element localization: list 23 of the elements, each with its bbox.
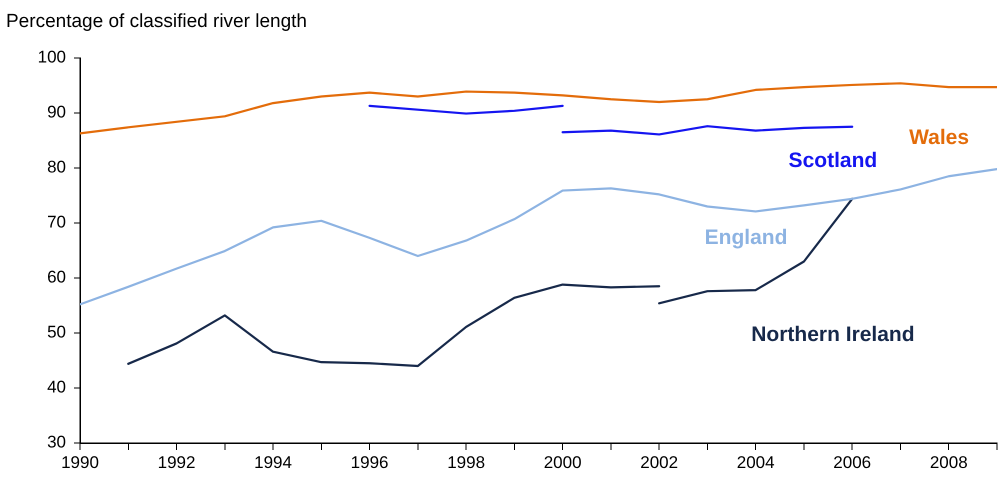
x-tick-label: 2006 [833, 452, 872, 472]
y-tick-label: 100 [38, 48, 66, 67]
series-label: England [704, 226, 788, 250]
x-tick-label: 1998 [447, 452, 486, 472]
y-tick-label: 40 [47, 378, 66, 397]
y-tick-label: 70 [47, 212, 66, 232]
x-tick-label: 1996 [350, 452, 388, 472]
x-tick-label: 1992 [158, 452, 196, 472]
y-axis-title: Percentage of classified river length [6, 11, 307, 32]
x-tick-label: 2004 [736, 452, 775, 472]
series-label: Wales [909, 126, 970, 150]
text: Northern Ireland [751, 322, 915, 346]
x-tick-label: 2000 [544, 452, 582, 472]
x-tick-label: 2002 [640, 452, 678, 472]
text: Scotland [788, 149, 878, 172]
x-tick-label: 1994 [254, 452, 292, 472]
y-tick-label: 30 [47, 432, 66, 452]
y-tick-label: 90 [47, 102, 66, 122]
x-tick-label: 1990 [61, 452, 99, 472]
x-tick-label: 2008 [930, 452, 968, 472]
y-tick-label: 50 [47, 322, 66, 342]
y-tick-label: 80 [47, 158, 66, 177]
y-tick-label: 60 [47, 268, 66, 287]
